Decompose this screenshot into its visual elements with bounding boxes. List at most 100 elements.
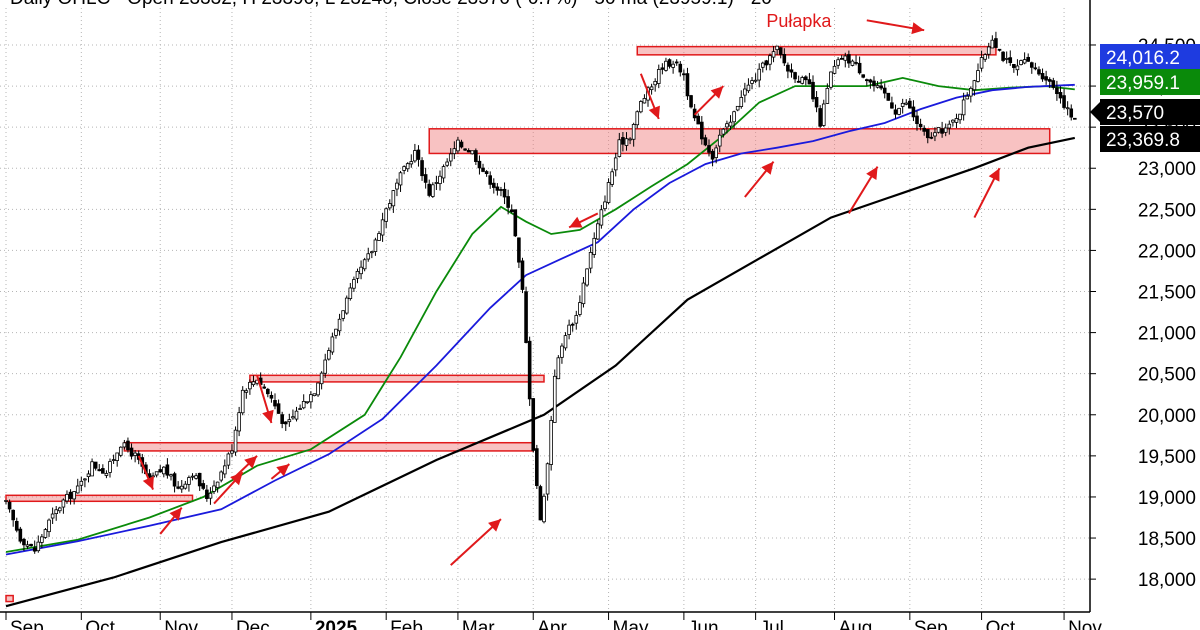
candle-body	[854, 62, 858, 64]
candle-body	[897, 107, 901, 115]
candle-body	[807, 79, 812, 85]
grid	[0, 8, 1090, 612]
support-resistance-zone	[428, 128, 1051, 155]
candle-body	[538, 486, 543, 521]
x-month-label: Oct	[986, 618, 1016, 630]
candle-body	[208, 492, 213, 499]
x-month-label: Feb	[390, 618, 423, 630]
x-month-label: Nov	[164, 618, 198, 630]
candle-body	[219, 471, 224, 481]
candle-body	[994, 38, 998, 48]
candle-body	[821, 103, 826, 126]
candle-body	[739, 97, 744, 107]
candle-body	[969, 87, 973, 97]
candle-body	[911, 106, 916, 118]
candle-body	[943, 127, 948, 133]
candle-body	[1047, 79, 1052, 82]
candle-body	[276, 403, 281, 414]
candle-body	[965, 95, 970, 100]
moving-average-200-ma	[5, 136, 1076, 608]
candle-body	[291, 416, 295, 419]
candle-body	[1044, 76, 1048, 81]
x-month-label: Jul	[760, 618, 784, 630]
candle-body	[603, 201, 607, 210]
candle-body	[653, 81, 657, 86]
candle-body	[689, 95, 693, 108]
candle-body	[294, 410, 299, 420]
price-badge-background	[1100, 99, 1200, 125]
candle-body	[50, 513, 55, 519]
candle-body	[743, 88, 747, 96]
candle-body	[129, 447, 134, 457]
candle-body	[671, 63, 675, 68]
candle-body	[915, 115, 919, 125]
moving-average-lines	[5, 76, 1076, 608]
price-badge: 23,570	[1090, 99, 1200, 125]
y-tick-label: 18,000	[1138, 570, 1196, 591]
price-badge-background	[1100, 69, 1200, 95]
candle-body	[667, 59, 672, 67]
candle-body	[337, 318, 342, 332]
candle-body	[875, 85, 880, 88]
candle-body	[470, 150, 475, 155]
candle-body	[567, 324, 571, 335]
candle-body	[126, 440, 130, 451]
candle-body	[958, 113, 962, 121]
candle-body	[746, 84, 751, 92]
annotation-arrow-head	[169, 507, 182, 521]
candle-body	[298, 408, 302, 410]
annotation-arrow-head	[488, 519, 501, 532]
candle-body	[7, 501, 12, 510]
candle-body	[477, 160, 482, 169]
candle-body	[384, 208, 388, 222]
candle-body	[287, 419, 292, 423]
candle-body	[656, 69, 661, 84]
x-month-label: Jun	[688, 618, 719, 630]
candle-body	[1058, 92, 1063, 99]
x-month-label: Nov	[1068, 618, 1102, 630]
annotation-label: Pułapka	[766, 11, 832, 31]
candle-body	[800, 77, 805, 84]
candle-body	[111, 459, 116, 461]
candle-body	[997, 48, 1002, 51]
candle-body	[86, 473, 91, 478]
candle-body	[187, 477, 191, 485]
candle-body	[624, 138, 629, 146]
candle-body	[1040, 73, 1045, 80]
candle-body	[527, 340, 532, 400]
x-month-label: Apr	[537, 618, 567, 630]
candle-body	[596, 223, 600, 240]
candle-body	[65, 493, 69, 502]
candle-body	[4, 500, 8, 502]
candle-body	[162, 466, 166, 475]
candle-body	[438, 175, 442, 185]
candle-body	[233, 429, 238, 453]
candle-body	[696, 115, 701, 125]
candle-body	[631, 124, 636, 140]
candle-body	[1026, 56, 1031, 62]
candle-body	[122, 442, 127, 448]
candle-body	[280, 414, 284, 424]
y-tick-label: 21,000	[1138, 324, 1196, 345]
candle-body	[700, 121, 704, 140]
x-month-label: Sep	[914, 618, 948, 630]
x-month-label: Oct	[85, 618, 115, 630]
candle-body	[682, 73, 686, 76]
candle-body	[68, 491, 73, 499]
candle-body	[488, 175, 492, 185]
candle-body	[484, 171, 489, 175]
price-badge-value: 23,369.8	[1106, 130, 1180, 151]
candle-body	[818, 108, 822, 127]
candle-body	[925, 129, 930, 139]
x-axis-months: Sep Oct Nov Dec 2025 Feb Mar Apr May Jun Jul Aug Sep…	[5, 612, 1102, 630]
candle-body	[1033, 67, 1038, 70]
candle-body	[908, 100, 912, 109]
y-tick-label: 22,500	[1138, 200, 1196, 221]
candle-body	[520, 260, 525, 290]
candle-body	[474, 150, 478, 162]
candle-body	[405, 163, 410, 170]
candle-body	[1069, 108, 1074, 118]
candle-body	[420, 160, 424, 177]
candle-body	[452, 148, 457, 155]
candle-body	[491, 182, 496, 188]
